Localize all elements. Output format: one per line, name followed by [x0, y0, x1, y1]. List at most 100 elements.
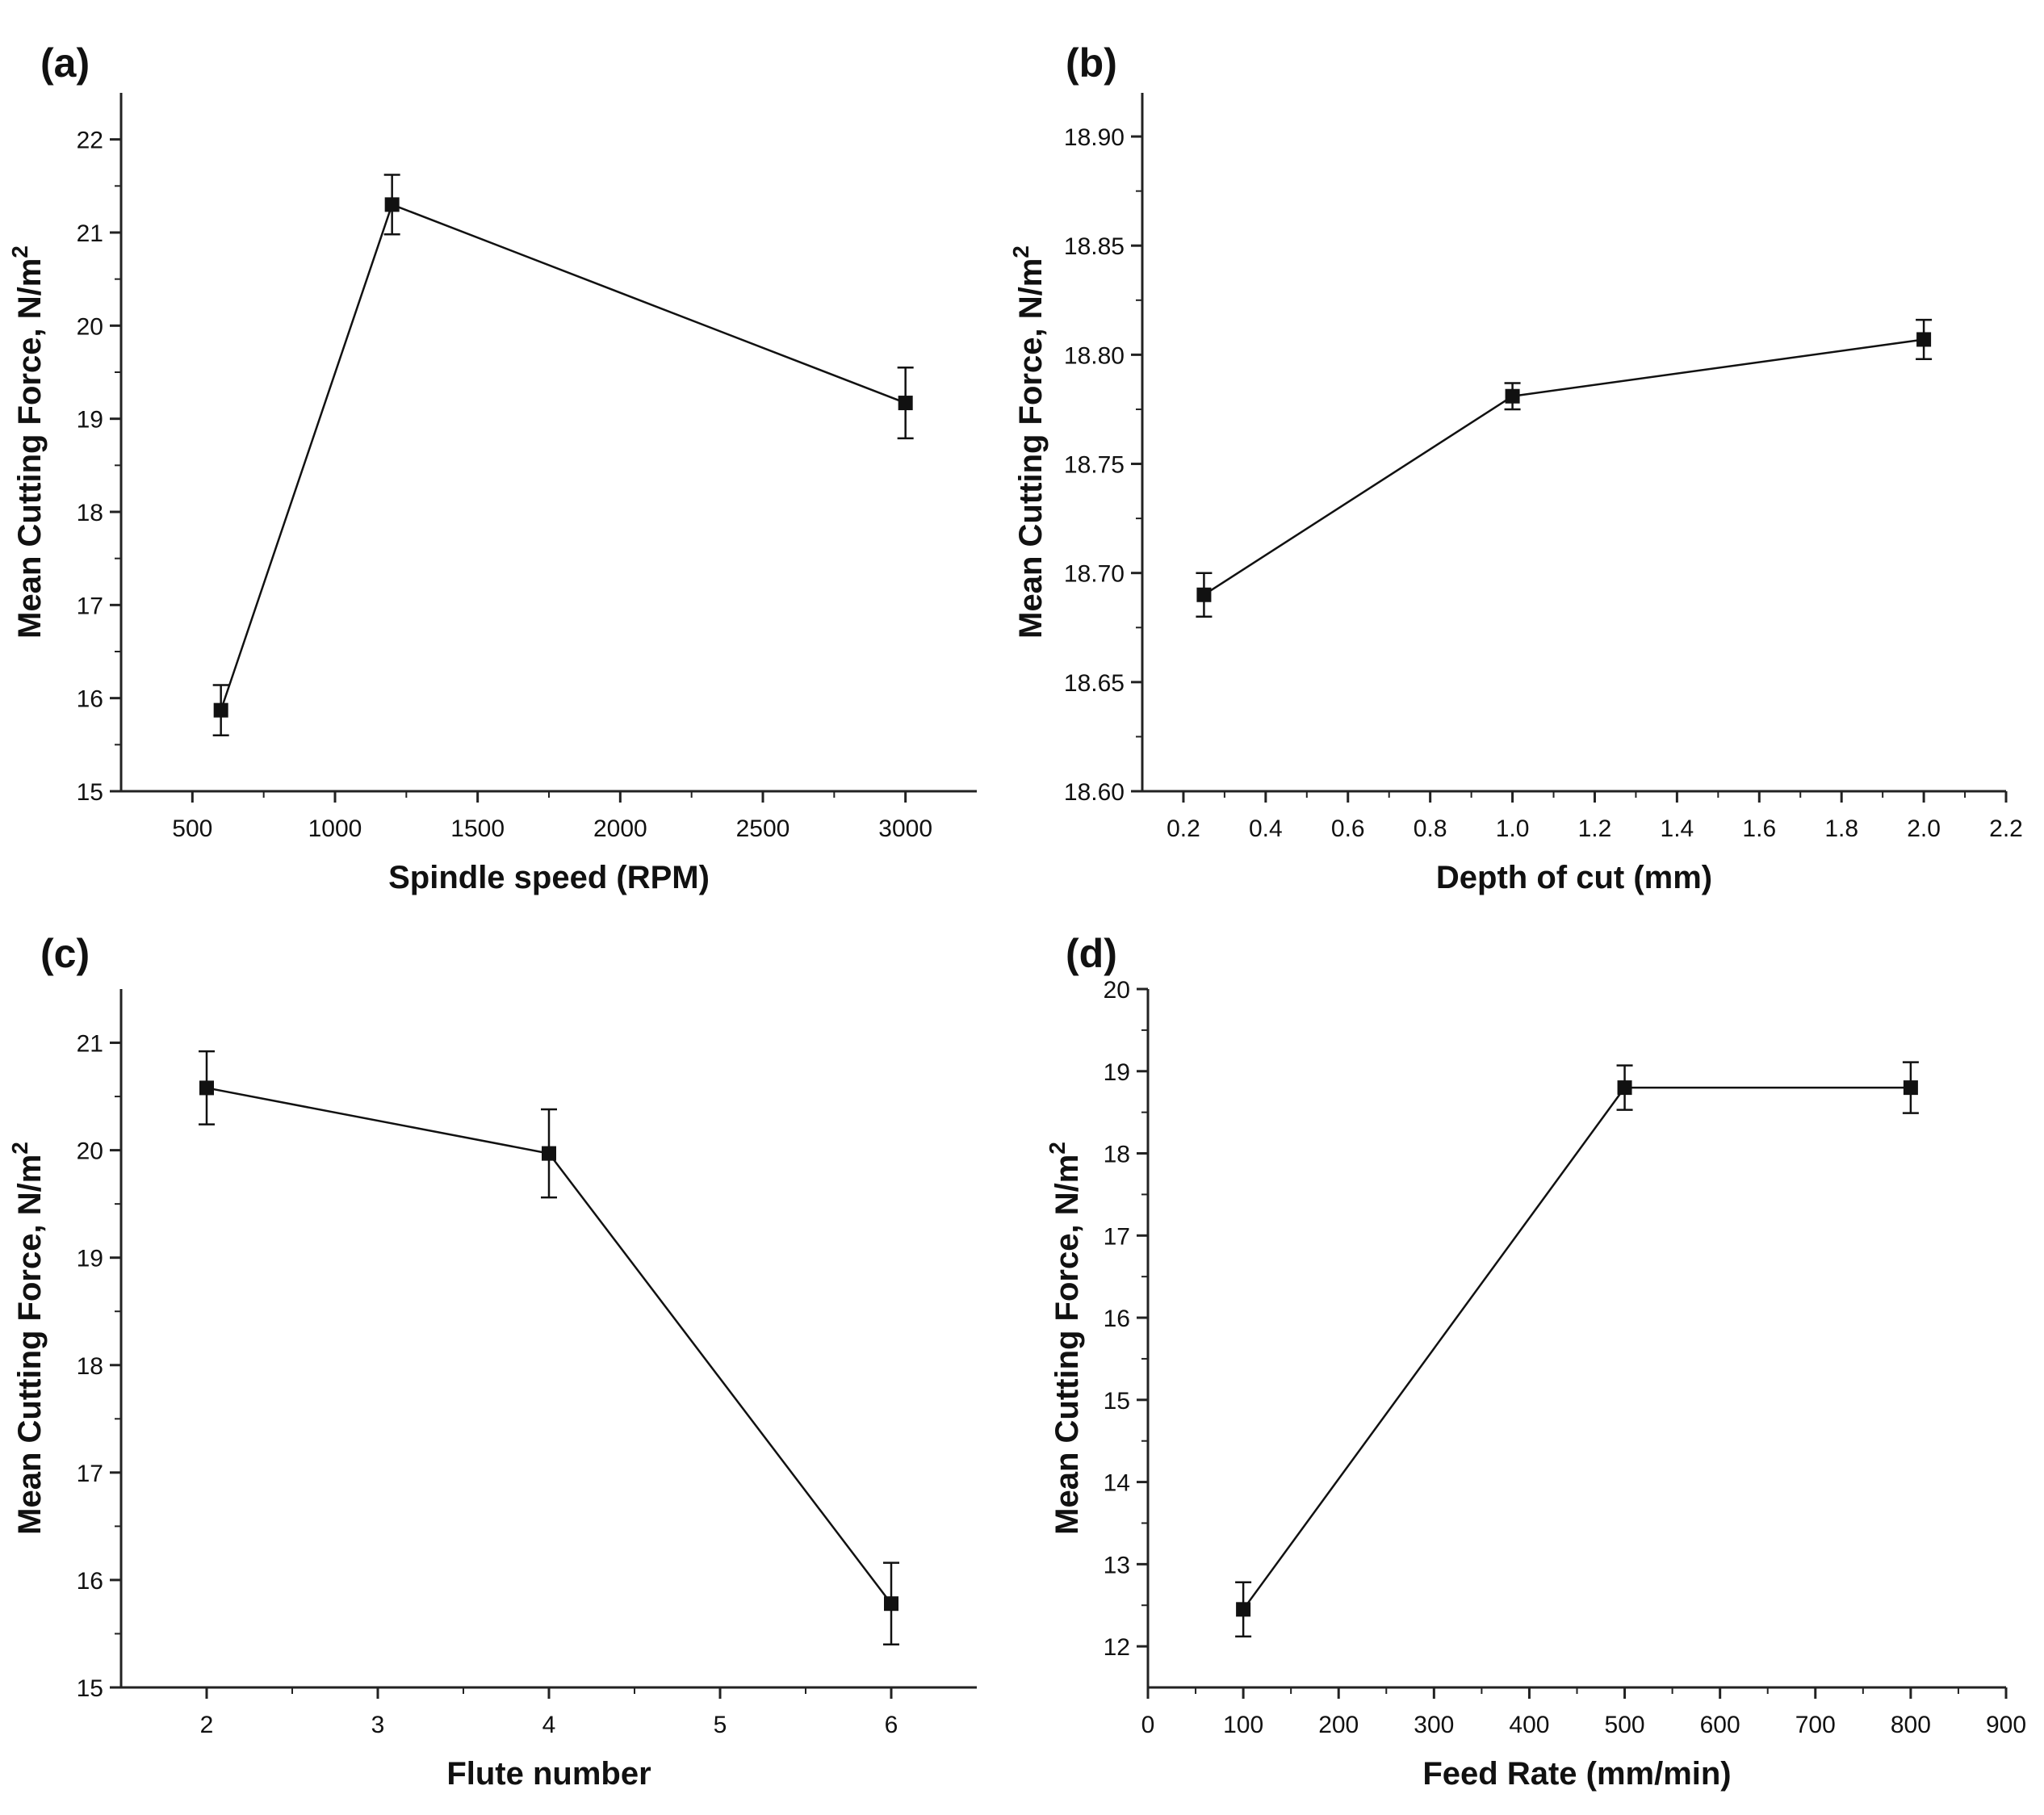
x-tick-label: 300	[1414, 1712, 1454, 1738]
y-tick-label: 12	[1104, 1634, 1130, 1661]
x-tick-label: 2.0	[1907, 815, 1941, 842]
data-point	[213, 702, 228, 718]
y-axis-title-superscript: 2	[7, 245, 32, 258]
x-tick-label: 600	[1700, 1712, 1740, 1738]
y-tick-label: 15	[77, 779, 103, 806]
y-tick-label: 18	[77, 500, 103, 526]
x-tick-label: 1500	[450, 815, 505, 842]
x-tick-label: 0.8	[1414, 815, 1447, 842]
panel-a: (a) 500 1000 1500 2000 2500 3000 15 16 17 18 19 20 21…	[7, 40, 977, 895]
series-line	[220, 203, 907, 711]
y-tick-label: 20	[77, 313, 103, 340]
y-tick-label: 18.60	[1064, 779, 1125, 806]
y-tick-label: 19	[1104, 1059, 1130, 1086]
y-tick-label: 17	[77, 593, 103, 619]
x-tick-label: 2	[200, 1712, 214, 1738]
y-axis-title-text: Mean Cutting Force, N/m	[1013, 258, 1049, 639]
y-tick-label: 19	[77, 407, 103, 434]
x-tick-label: 1.6	[1742, 815, 1776, 842]
y-axis-title-superscript: 2	[1008, 245, 1033, 258]
y-tick-label: 16	[77, 686, 103, 713]
x-tick-label: 900	[1986, 1712, 2026, 1738]
x-tick-label: 1.0	[1496, 815, 1530, 842]
panel-c: (c) 2 3 4 5 6 15 16 17 18 19 20 21 Flute number Mean C…	[7, 931, 977, 1792]
x-tick-label: 400	[1509, 1712, 1549, 1738]
data-point	[898, 396, 913, 411]
y-axis-title: Mean Cutting Force, N/m2	[1045, 1142, 1085, 1535]
x-axis-title: Spindle speed (RPM)	[388, 860, 710, 895]
x-tick-label: 6	[885, 1712, 898, 1738]
y-tick-label: 17	[77, 1461, 103, 1487]
x-tick-label: 500	[1605, 1712, 1645, 1738]
panel-label: (c)	[40, 931, 90, 976]
data-point	[1196, 587, 1212, 602]
data-point	[384, 197, 400, 212]
y-tick-label: 20	[77, 1138, 103, 1165]
y-axis-title: Mean Cutting Force, N/m2	[7, 1142, 48, 1535]
panel-label: (d)	[1066, 931, 1117, 976]
x-tick-label: 0.4	[1249, 815, 1283, 842]
x-tick-label: 1.8	[1824, 815, 1858, 842]
y-tick-label: 20	[1104, 977, 1130, 1004]
y-tick-label: 19	[77, 1246, 103, 1272]
series-line	[1203, 338, 1925, 596]
x-tick-label: 3000	[878, 815, 932, 842]
y-axis-title: Mean Cutting Force, N/m2	[1008, 245, 1049, 639]
data-point	[1903, 1080, 1918, 1096]
y-tick-label: 15	[1104, 1388, 1130, 1415]
y-tick-label: 18.75	[1064, 452, 1125, 479]
x-tick-label: 2.2	[1989, 815, 2023, 842]
x-axis-title: Depth of cut (mm)	[1436, 860, 1712, 895]
y-tick-label: 17	[1104, 1223, 1130, 1250]
y-tick-label: 16	[77, 1568, 103, 1595]
y-axis-title-superscript: 2	[1045, 1142, 1070, 1155]
panel-label: (a)	[40, 40, 90, 86]
x-tick-label: 800	[1891, 1712, 1931, 1738]
y-tick-label: 21	[77, 1031, 103, 1058]
panel-d: (d) 0 100 200 300 400 500 600 700 800 900 12 13 14 15 1…	[1045, 931, 2026, 1792]
y-tick-label: 18.70	[1064, 561, 1125, 588]
data-point	[1505, 388, 1520, 404]
x-tick-label: 1.4	[1661, 815, 1694, 842]
data-point	[884, 1596, 898, 1612]
y-tick-label: 18.90	[1064, 124, 1125, 151]
data-point	[1617, 1080, 1632, 1096]
x-tick-label: 0.6	[1331, 815, 1365, 842]
x-tick-label: 3	[371, 1712, 385, 1738]
y-axis-title-text: Mean Cutting Force, N/m	[12, 1155, 48, 1535]
y-tick-label: 18.80	[1064, 342, 1125, 369]
y-tick-label: 14	[1104, 1470, 1130, 1497]
y-tick-label: 21	[77, 220, 103, 247]
x-tick-label: 200	[1318, 1712, 1359, 1738]
x-tick-label: 1.2	[1578, 815, 1612, 842]
y-tick-label: 16	[1104, 1306, 1130, 1332]
data-point	[199, 1080, 214, 1096]
x-tick-label: 0.2	[1167, 815, 1200, 842]
data-point	[542, 1146, 556, 1161]
y-tick-label: 18	[77, 1353, 103, 1380]
panel-b: (b) 0.2 0.4 0.6 0.8 1.0 1.2 1.4 1.6 1.8 2.0 2.2 18.6…	[1008, 40, 2023, 895]
x-tick-label: 2000	[593, 815, 647, 842]
y-tick-label: 18.85	[1064, 233, 1125, 260]
x-tick-label: 1000	[308, 815, 362, 842]
x-tick-label: 700	[1795, 1712, 1836, 1738]
x-tick-label: 100	[1223, 1712, 1263, 1738]
y-tick-label: 18.65	[1064, 670, 1125, 697]
y-tick-label: 22	[77, 128, 103, 154]
y-axis-title-superscript: 2	[7, 1142, 32, 1155]
y-axis-title: Mean Cutting Force, N/m2	[7, 245, 48, 639]
x-axis-title: Flute number	[446, 1756, 651, 1792]
data-point	[1916, 332, 1932, 347]
panel-label: (b)	[1066, 40, 1117, 86]
y-axis-title-text: Mean Cutting Force, N/m	[1049, 1155, 1085, 1535]
data-point	[1236, 1602, 1251, 1617]
y-tick-label: 13	[1104, 1552, 1130, 1578]
x-tick-label: 0	[1141, 1712, 1155, 1738]
series-line	[1242, 1086, 1911, 1611]
x-tick-label: 5	[714, 1712, 727, 1738]
x-axis-title: Feed Rate (mm/min)	[1422, 1756, 1731, 1792]
y-tick-label: 18	[1104, 1142, 1130, 1168]
x-tick-label: 4	[542, 1712, 556, 1738]
x-tick-label: 2500	[736, 815, 790, 842]
